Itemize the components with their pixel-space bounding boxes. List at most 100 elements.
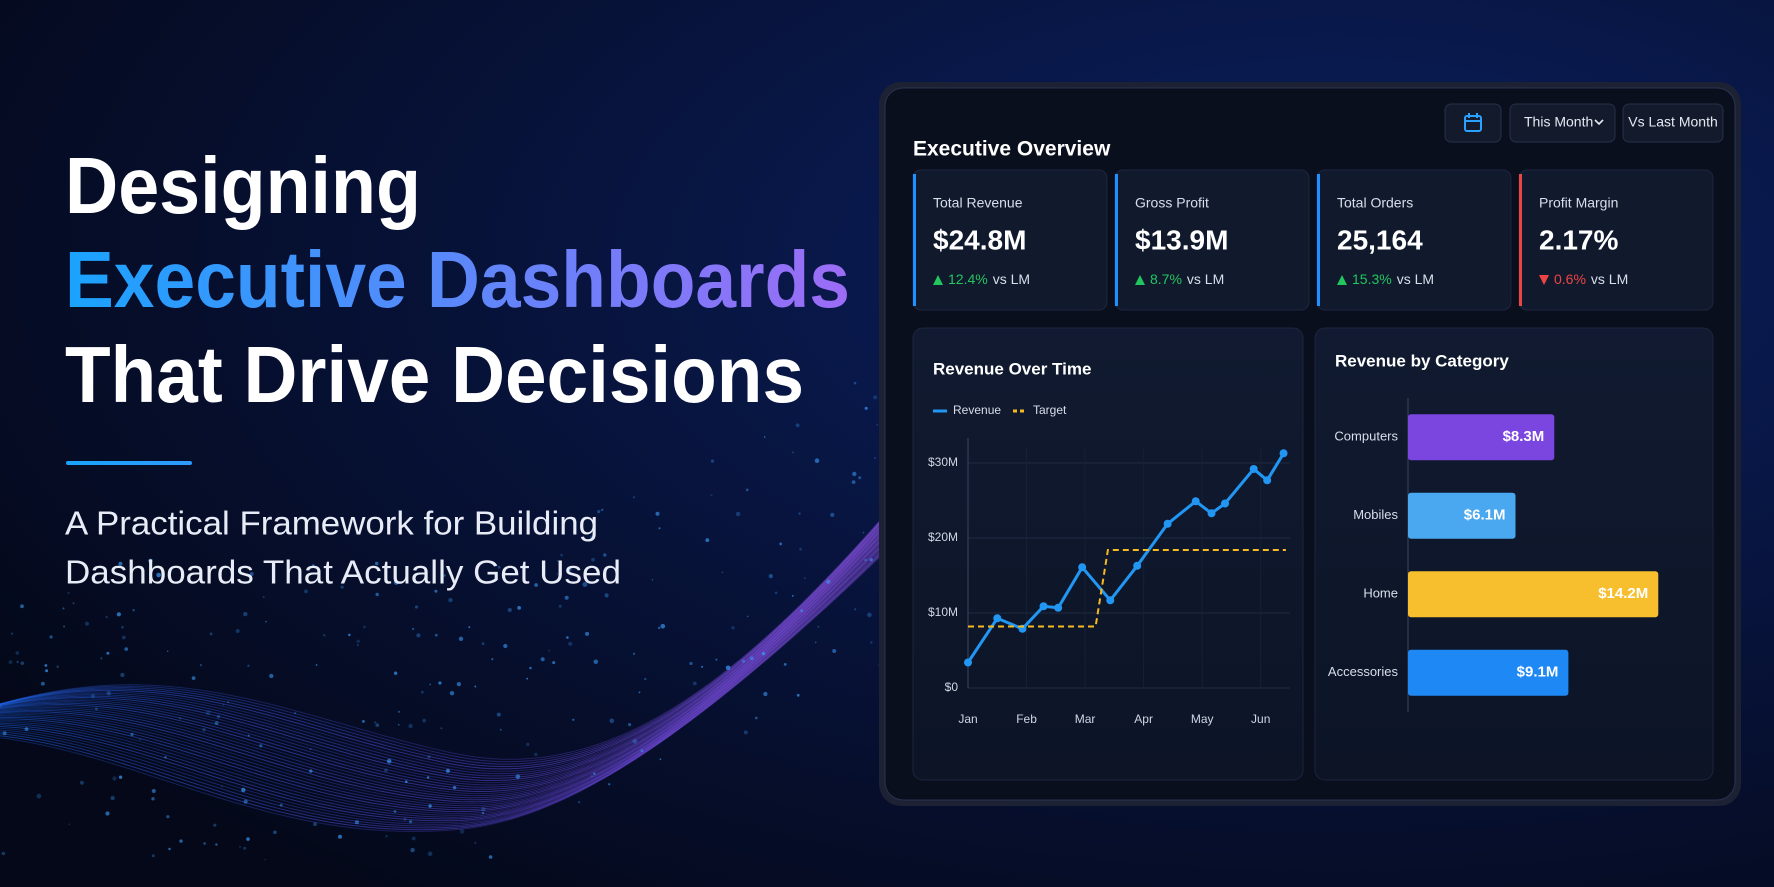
category-label: Mobiles [1353,507,1398,522]
particle [452,785,457,790]
particle [715,658,718,661]
particle [746,615,749,618]
particle [20,604,24,609]
particle [235,629,240,633]
particle [864,406,868,410]
kpi-change: 12.4% vs LM [948,271,1030,287]
particle [429,683,432,686]
particle [633,652,635,655]
category-label: Accessories [1328,664,1399,679]
particle [689,661,693,666]
x-tick-label: Jun [1251,712,1270,726]
kpi-change: 15.3% vs LM [1352,271,1434,287]
data-point [1106,596,1115,605]
particle [262,596,265,599]
particle [558,604,562,608]
particle [566,636,569,639]
particle [710,494,713,497]
particle [449,691,455,696]
particle [36,793,42,799]
particle [745,488,749,492]
particle [264,858,266,861]
particle [120,625,124,629]
data-point [1221,499,1230,508]
particle [116,612,121,617]
particle [156,572,161,578]
particle [273,830,277,835]
kpi-value: 25,164 [1337,224,1423,255]
particle [375,561,379,566]
particle [743,730,748,735]
particle [582,582,588,587]
particle [578,801,580,804]
particle [16,661,19,663]
particle [725,665,731,671]
particle [799,547,802,551]
particle [567,566,572,572]
particle [852,471,857,477]
particle [853,381,857,385]
particle [438,681,442,685]
data-point [993,614,1002,623]
chart-title: Revenue by Category [1335,351,1509,370]
particle [434,633,438,637]
particle [754,716,758,720]
wave-line [0,499,901,767]
period-label: This Month [1524,114,1593,130]
particle [239,846,241,848]
particle [363,625,366,629]
kpi-accent [1317,174,1320,306]
particle [468,626,471,629]
particle [534,752,538,757]
particle [876,423,879,426]
change-value: 8.7% [1150,271,1182,287]
compare-button[interactable] [1622,103,1724,143]
kpi-accent [1519,174,1522,306]
particle [265,620,267,623]
particle [68,823,71,826]
particle [422,718,427,723]
particle [2,731,7,736]
particle [560,553,563,557]
particle [72,602,75,605]
particle [862,531,865,534]
particle [315,664,318,666]
particle [774,591,778,595]
particle [497,565,501,569]
kpi-change: 8.7% vs LM [1150,271,1224,287]
wave-line [0,500,901,770]
particle [313,822,317,827]
data-point [1054,603,1063,612]
particle [873,395,878,400]
bar-value-label: $14.2M [1598,585,1648,602]
change-value: 0.6% [1554,271,1586,287]
calendar-button[interactable] [1444,103,1502,143]
data-point [1279,449,1288,458]
particle [383,768,388,773]
wave-line [0,497,901,760]
particle [659,758,662,761]
particle [660,623,666,629]
particle [118,561,123,566]
particle [247,664,250,668]
bar-value-label: $9.1M [1517,664,1559,681]
particle [798,512,801,515]
particle [357,644,359,646]
particle [481,642,485,646]
particle [151,797,155,801]
period-select[interactable] [1509,103,1616,143]
particle [735,511,741,517]
particle [540,657,545,662]
wave-line [0,526,901,820]
particle [791,451,794,454]
particle [458,636,464,641]
particle [118,775,123,779]
particle [247,734,250,737]
particle [304,589,308,594]
kpi-accent [1115,174,1118,306]
particle [628,723,632,727]
kpi-label: Total Orders [1337,195,1413,211]
trend-arrow [1539,275,1549,285]
